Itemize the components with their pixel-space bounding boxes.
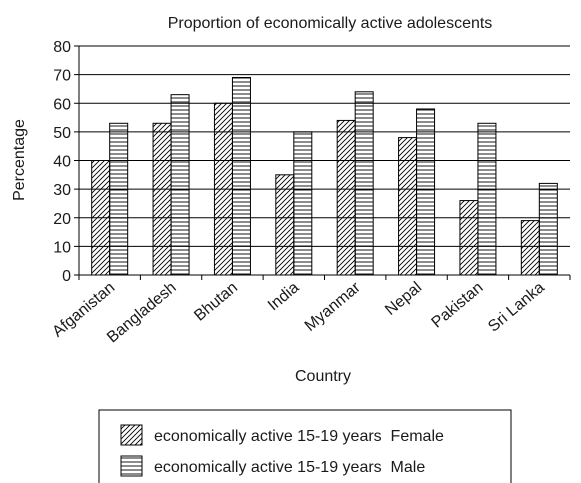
y-tick-label: 80: [53, 39, 71, 56]
bar-female: [213, 102, 233, 276]
bar-female: [91, 160, 111, 276]
x-tick-label: Pakistan: [429, 279, 487, 331]
y-tick-label: 0: [62, 268, 71, 285]
bar-male: [538, 182, 558, 276]
bar-female: [398, 137, 418, 276]
bar-female: [152, 122, 172, 276]
y-tick-label: 10: [53, 239, 71, 256]
bar-male: [477, 122, 497, 276]
bar-male: [109, 122, 129, 276]
y-tick-label: 70: [53, 68, 71, 85]
x-tick-label: Bhutan: [191, 279, 241, 325]
bar-male: [231, 76, 251, 276]
legend-label-female: economically active 15-19 years Female: [154, 428, 444, 445]
x-axis-label: Country: [295, 368, 351, 385]
legend-box: [98, 409, 512, 483]
legend-swatch-male: [120, 455, 143, 477]
x-tick-label: Nepal: [382, 279, 425, 319]
bar-female: [459, 200, 479, 276]
bar-male: [170, 94, 190, 276]
y-axis-label: Percentage: [11, 119, 28, 201]
x-tick-label: Myanmar: [302, 279, 365, 335]
bar-female: [275, 174, 295, 276]
y-tick-label: 60: [53, 96, 71, 113]
y-axis-ticks: 0 10 20 30 40 50 60 70 80: [53, 39, 79, 285]
x-tick-label: India: [265, 279, 303, 314]
y-tick-label: 40: [53, 154, 71, 171]
legend: economically active 15-19 years Female e…: [98, 409, 512, 483]
bar-female: [520, 220, 540, 276]
legend-label-male: economically active 15-19 years Male: [154, 459, 425, 476]
y-tick-label: 50: [53, 125, 71, 142]
bar-female: [336, 119, 356, 276]
legend-swatch-female: [120, 424, 143, 446]
chart-title: Proportion of economically active adoles…: [168, 15, 493, 32]
bars: [91, 76, 558, 276]
y-tick-label: 30: [53, 182, 71, 199]
x-tick-label: Sri Lanka: [485, 279, 548, 336]
bar-male: [416, 108, 436, 276]
bar-male: [293, 131, 313, 276]
y-tick-label: 20: [53, 211, 71, 228]
bar-male: [354, 91, 374, 276]
